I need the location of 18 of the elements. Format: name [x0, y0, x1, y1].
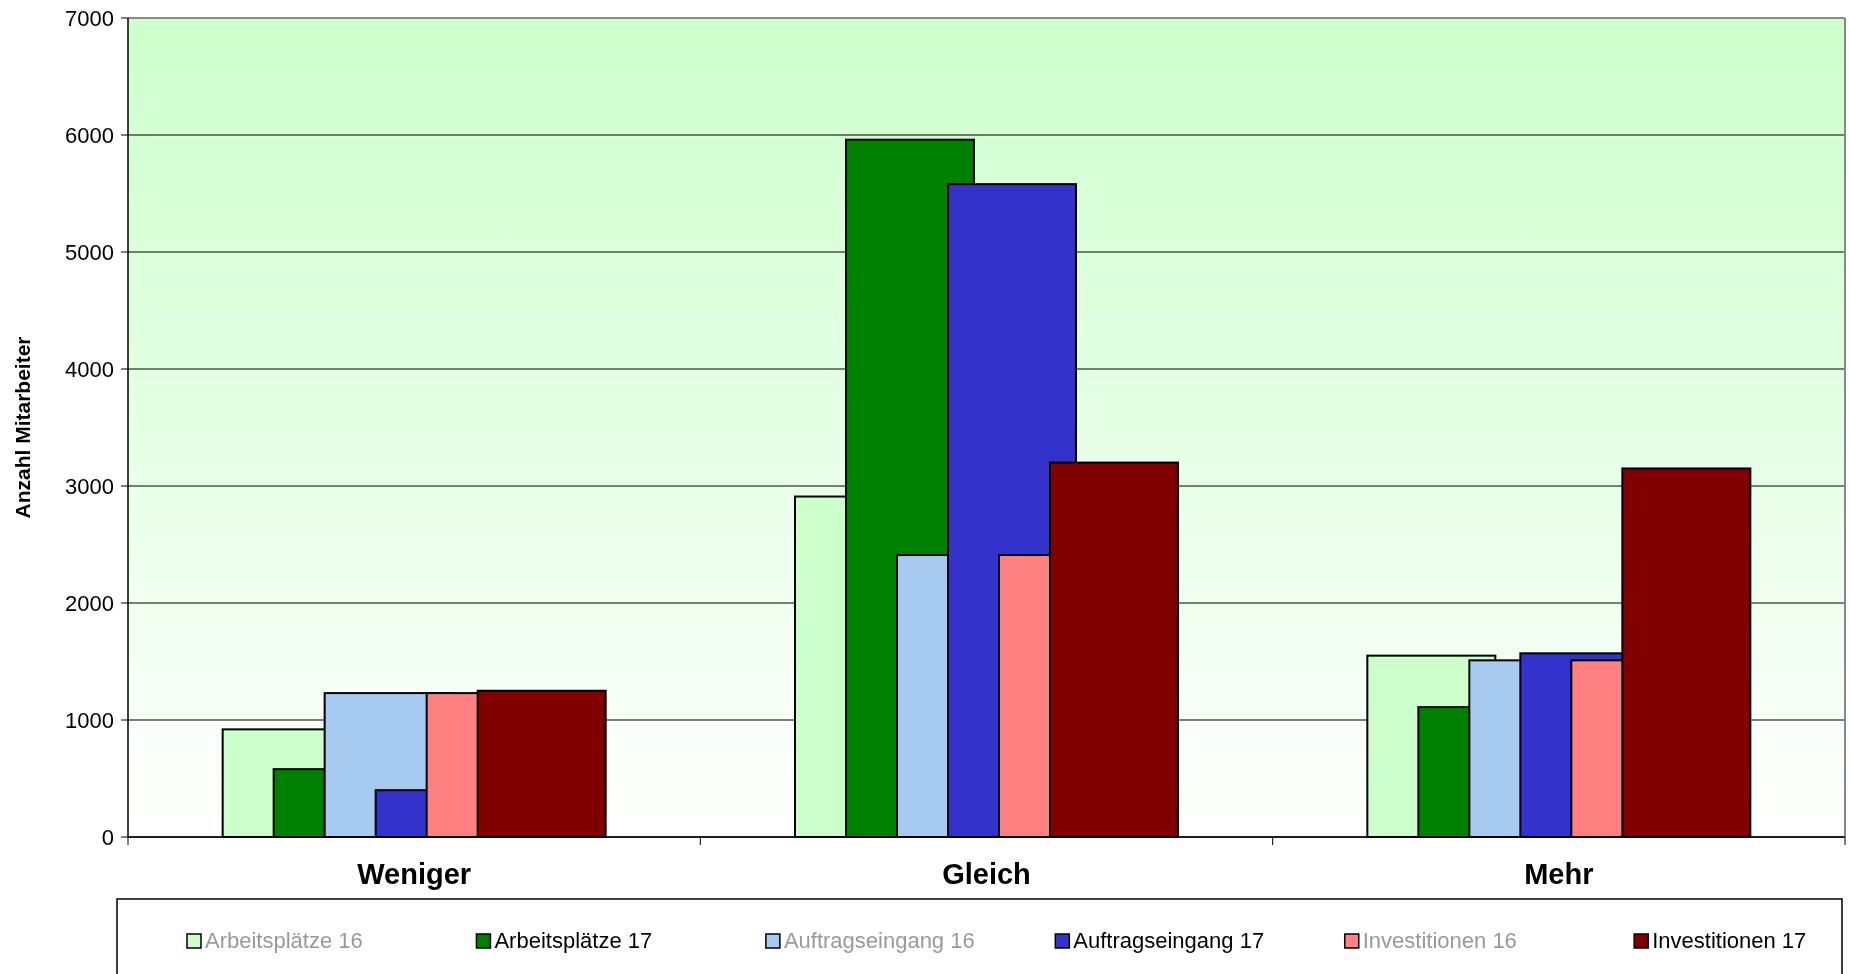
legend-label: Arbeitsplätze 16: [205, 928, 363, 953]
y-tick-label: 5000: [65, 239, 114, 265]
x-tick-label: Mehr: [1524, 858, 1594, 890]
legend-label: Arbeitsplätze 17: [494, 928, 653, 953]
legend-label: Investitionen 16: [1362, 928, 1517, 953]
legend-label: Auftragseingang 17: [1073, 928, 1265, 953]
legend-label: Auftragseingang 16: [783, 928, 975, 953]
x-tick-label: Gleich: [942, 858, 1031, 890]
legend-label: Investitionen 17: [1652, 928, 1807, 953]
x-tick-label: Weniger: [357, 858, 472, 890]
y-tick-label: 7000: [65, 5, 114, 31]
y-tick-label: 4000: [65, 356, 114, 382]
y-tick-label: 2000: [65, 590, 114, 616]
y-tick-label: 1000: [65, 707, 114, 733]
y-tick-label: 0: [101, 824, 114, 850]
y-tick-label: 6000: [65, 122, 114, 148]
y-tick-label: 3000: [65, 473, 114, 499]
y-axis-title: Anzahl Mitarbeiter: [11, 336, 34, 519]
